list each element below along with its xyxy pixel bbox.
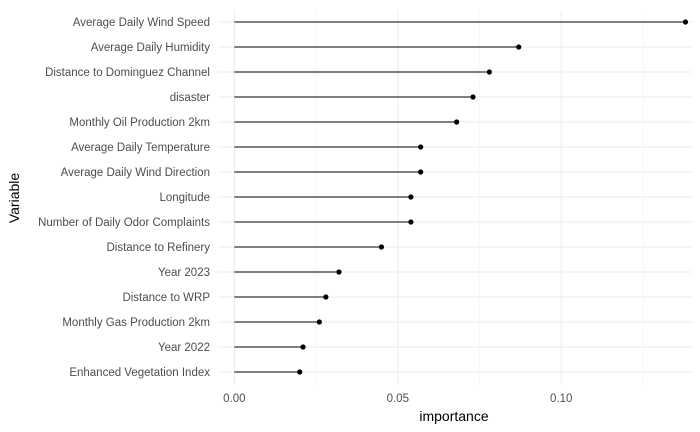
y-tick-label-0: Average Daily Wind Speed	[73, 17, 210, 29]
data-point-5	[418, 144, 424, 150]
data-point-3	[470, 94, 476, 100]
y-tick-label-1: Average Daily Humidity	[91, 42, 211, 54]
data-point-9	[378, 244, 385, 250]
data-point-0	[682, 19, 689, 25]
y-tick-label-10: Year 2023	[158, 267, 210, 279]
x-tick-label-0: 0.00	[223, 393, 245, 405]
y-tick-label-11: Distance to WRP	[122, 292, 210, 304]
y-tick-label-7: Longitude	[159, 192, 210, 204]
y-tick-label-8: Number of Daily Odor Complaints	[38, 217, 210, 229]
y-tick-label-5: Average Daily Temperature	[71, 142, 210, 154]
data-point-7	[408, 194, 414, 200]
points	[297, 19, 689, 375]
y-axis-title: Variable	[6, 173, 22, 224]
data-point-8	[408, 219, 414, 225]
data-point-2	[486, 69, 492, 75]
x-tick-label-2: 0.10	[550, 393, 572, 405]
data-point-1	[516, 44, 522, 50]
data-point-13	[300, 344, 306, 350]
data-point-6	[418, 169, 424, 175]
y-tick-label-14: Enhanced Vegetation Index	[69, 367, 210, 379]
y-tick-label-2: Distance to Dominguez Channel	[45, 67, 210, 79]
stems	[234, 21, 686, 373]
data-point-12	[316, 319, 322, 325]
x-tick-label-1: 0.05	[387, 393, 409, 405]
y-tick-label-12: Monthly Gas Production 2km	[62, 317, 210, 329]
data-point-4	[454, 119, 460, 125]
y-tick-label-9: Distance to Refinery	[106, 242, 210, 254]
y-tick-label-6: Average Daily Wind Direction	[61, 167, 210, 179]
y-tick-label-4: Monthly Oil Production 2km	[69, 117, 210, 129]
y-tick-label-3: disaster	[170, 92, 210, 104]
y-tick-label-13: Year 2022	[158, 342, 210, 354]
data-point-11	[323, 294, 329, 300]
x-tick-labels: 0.00 0.05 0.10	[223, 393, 572, 405]
x-axis-title: importance	[419, 408, 488, 424]
y-tick-labels: Average Daily Wind Speed Average Daily Hu…	[38, 17, 210, 379]
data-point-14	[297, 369, 303, 375]
data-point-10	[336, 269, 342, 275]
